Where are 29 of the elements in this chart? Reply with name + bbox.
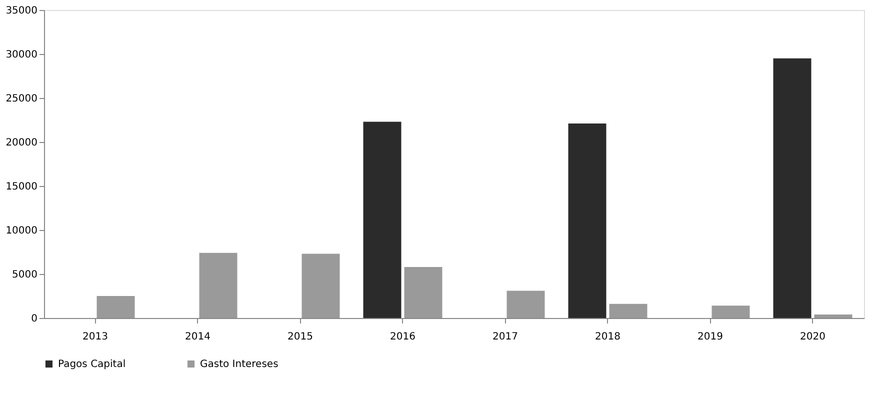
legend-label: Pagos Capital: [58, 359, 126, 370]
legend-label: Gasto Intereses: [200, 359, 278, 370]
y-tick-label: 25000: [6, 94, 38, 104]
bar: [568, 124, 606, 318]
bar: [609, 304, 648, 318]
x-tick-label: 2019: [698, 332, 723, 342]
x-tick-label: 2018: [595, 332, 620, 342]
bar: [96, 296, 135, 318]
bar: [404, 266, 442, 318]
bar: [363, 122, 402, 318]
x-tick-label: 2020: [800, 332, 826, 342]
y-tick-label: 20000: [6, 138, 38, 148]
x-tick-label: 2014: [185, 332, 210, 342]
y-tick-label: 30000: [6, 50, 38, 60]
bar: [814, 314, 852, 318]
bar: [506, 290, 545, 318]
bar: [199, 252, 238, 318]
y-tick-label: 0: [31, 314, 38, 324]
x-tick-label: 2017: [492, 332, 518, 342]
y-tick-label: 10000: [6, 226, 38, 236]
bar: [302, 254, 340, 318]
bar: [712, 306, 750, 318]
x-tick-label: 2013: [82, 332, 108, 342]
x-tick-label: 2016: [390, 332, 416, 342]
y-tick-label: 35000: [6, 6, 38, 16]
y-tick-label: 15000: [6, 182, 38, 192]
x-tick-label: 2015: [288, 332, 313, 342]
bar: [773, 58, 812, 318]
y-tick-label: 5000: [12, 270, 38, 280]
